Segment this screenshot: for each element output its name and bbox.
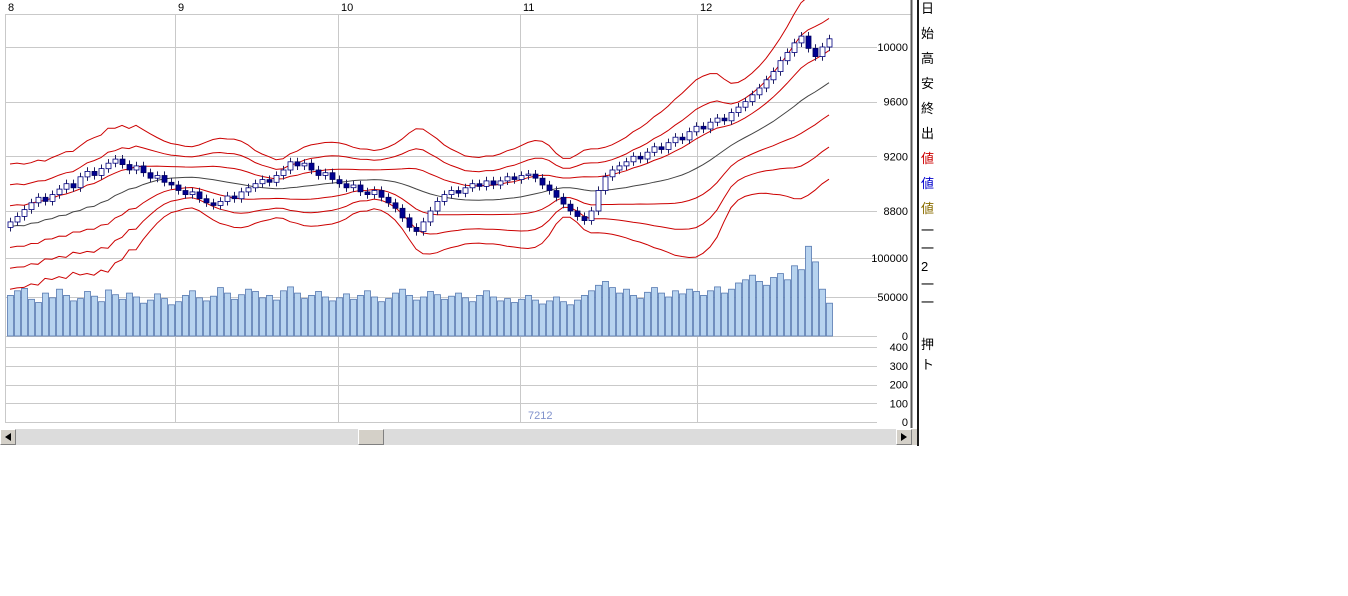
axis-labels-layer: 1000096009200880010000050000040030020010… (8, 2, 908, 429)
info-panel-label-3: 安 (921, 76, 935, 91)
panel-divider (917, 0, 919, 446)
info-panel-label-6: 値 (921, 151, 935, 166)
svg-text:0: 0 (902, 331, 908, 343)
svg-text:100000: 100000 (871, 253, 908, 265)
svg-text:8: 8 (8, 2, 14, 14)
svg-text:9600: 9600 (884, 97, 908, 109)
svg-text:100: 100 (890, 398, 908, 410)
info-panel-label-2: 高 (921, 51, 935, 66)
svg-text:10: 10 (341, 2, 353, 14)
info-panel-label-4: 終 (921, 101, 935, 116)
info-panel-label-10: 一 (921, 241, 935, 256)
scroll-left-button[interactable] (0, 429, 16, 445)
info-panel-label-1: 始 (921, 26, 935, 41)
info-panel-label-12: 一 (921, 277, 935, 292)
info-panel-label-14: 押 (921, 337, 935, 352)
svg-text:9200: 9200 (884, 151, 908, 163)
svg-text:300: 300 (890, 361, 908, 373)
info-panel-label-8: 値 (921, 201, 935, 216)
svg-text:50000: 50000 (877, 292, 908, 304)
symbol-code-label: 7212 (528, 410, 553, 422)
svg-text:12: 12 (700, 2, 712, 14)
info-panel-label-13: 一 (921, 295, 935, 310)
horizontal-scrollbar[interactable] (0, 429, 912, 445)
candlestick-chart: 1000096009200880010000050000040030020010… (5, 0, 913, 429)
left-arrow-icon (5, 433, 11, 441)
scrollbar-corner (912, 429, 917, 445)
info-panel-label-15: ト (921, 357, 935, 372)
scrollbar-track[interactable] (16, 429, 896, 445)
svg-text:9: 9 (178, 2, 184, 14)
info-panel-label-5: 出 (921, 126, 935, 141)
svg-text:10000: 10000 (877, 42, 908, 54)
chart-area[interactable]: 10000 9600 9200 8800 100000 50000 0 400 300 200 10… (0, 0, 920, 429)
right-arrow-icon (901, 433, 907, 441)
bollinger-bands-layer (9, 0, 830, 290)
svg-text:8800: 8800 (884, 206, 908, 218)
svg-text:400: 400 (890, 342, 908, 354)
info-panel-label-7: 値 (921, 176, 935, 191)
candles-layer (7, 32, 833, 236)
svg-text:11: 11 (523, 2, 534, 14)
volume-layer (7, 245, 833, 337)
scrollbar-thumb[interactable] (358, 429, 384, 445)
svg-text:200: 200 (890, 380, 908, 392)
scroll-right-button[interactable] (896, 429, 912, 445)
info-panel-label-11: 2 (921, 259, 929, 274)
info-panel-label-9: 一 (921, 223, 935, 238)
grid-layer (5, 14, 911, 423)
info-panel-label-0: 日 (921, 1, 935, 16)
svg-text:0: 0 (902, 417, 908, 428)
